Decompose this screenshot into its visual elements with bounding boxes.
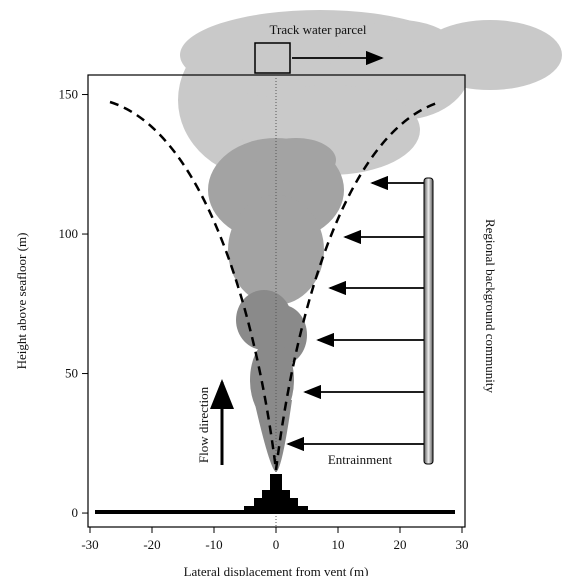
- x-tick-label: -10: [205, 537, 222, 552]
- water-parcel: [254, 42, 291, 74]
- x-tick-label: -30: [81, 537, 98, 552]
- y-tick-label: 100: [59, 226, 79, 241]
- plume-lower: [236, 290, 307, 472]
- x-tick-label: 20: [394, 537, 407, 552]
- surface-cloud: [178, 10, 562, 180]
- vent: [95, 474, 455, 514]
- y-tick-label: 150: [59, 87, 79, 102]
- x-tick-label: 10: [332, 537, 345, 552]
- annotation: Regional background community: [483, 219, 498, 394]
- x-tick-label: -20: [143, 537, 160, 552]
- y-tick-label: 50: [65, 366, 78, 381]
- x-tick-label: 30: [456, 537, 469, 552]
- x-axis-title: Lateral displacement from vent (m): [184, 564, 369, 576]
- annotation: Flow direction: [196, 386, 211, 463]
- plume-boundary: [109, 100, 441, 471]
- annotation: Entrainment: [328, 452, 393, 467]
- entrainment-arrows: [286, 175, 424, 452]
- background-community-bar: [423, 177, 434, 465]
- y-axis-title: Height above seafloor (m): [14, 233, 29, 370]
- x-tick-label: 0: [273, 537, 280, 552]
- annotation: Track water parcel: [270, 22, 367, 37]
- y-tick-label: 0: [72, 505, 79, 520]
